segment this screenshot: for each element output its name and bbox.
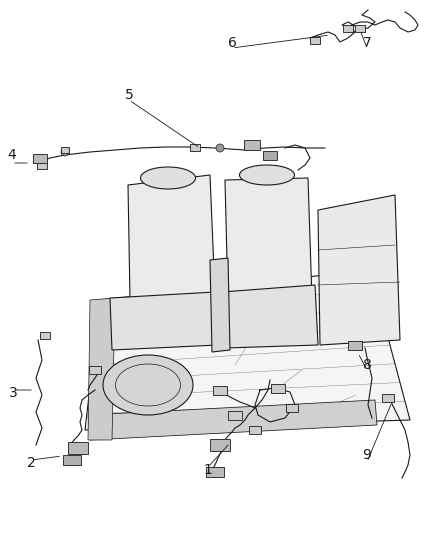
- Text: 5: 5: [125, 88, 134, 102]
- Polygon shape: [222, 285, 318, 348]
- Polygon shape: [88, 298, 115, 440]
- Polygon shape: [85, 270, 410, 430]
- Polygon shape: [128, 175, 215, 300]
- Text: 7: 7: [363, 36, 371, 50]
- Text: 8: 8: [363, 358, 371, 372]
- Ellipse shape: [141, 167, 195, 189]
- Bar: [89, 366, 101, 374]
- Polygon shape: [318, 195, 400, 345]
- Bar: [263, 150, 277, 159]
- Bar: [355, 25, 365, 31]
- Text: 1: 1: [204, 463, 212, 477]
- Circle shape: [61, 148, 69, 156]
- Bar: [286, 404, 298, 412]
- Bar: [271, 384, 285, 392]
- Bar: [63, 455, 81, 465]
- Text: 4: 4: [7, 148, 16, 162]
- Text: 2: 2: [27, 456, 35, 470]
- Bar: [213, 385, 227, 394]
- Text: 9: 9: [363, 448, 371, 462]
- Polygon shape: [88, 400, 377, 440]
- Ellipse shape: [103, 355, 193, 415]
- Polygon shape: [210, 258, 230, 352]
- Text: 6: 6: [228, 36, 237, 50]
- Bar: [206, 467, 224, 477]
- Text: 3: 3: [9, 386, 18, 400]
- Bar: [40, 332, 50, 338]
- Bar: [249, 426, 261, 434]
- Bar: [228, 410, 242, 419]
- Ellipse shape: [240, 165, 294, 185]
- Bar: [210, 439, 230, 451]
- Circle shape: [216, 144, 224, 152]
- Bar: [382, 394, 394, 402]
- Polygon shape: [110, 292, 218, 350]
- Bar: [310, 36, 320, 44]
- Bar: [33, 154, 47, 163]
- Bar: [343, 25, 353, 31]
- Bar: [348, 341, 362, 350]
- Polygon shape: [225, 178, 312, 300]
- Bar: [37, 161, 47, 168]
- Bar: [244, 140, 260, 150]
- Bar: [190, 143, 200, 150]
- Bar: [68, 442, 88, 454]
- Bar: [61, 147, 69, 153]
